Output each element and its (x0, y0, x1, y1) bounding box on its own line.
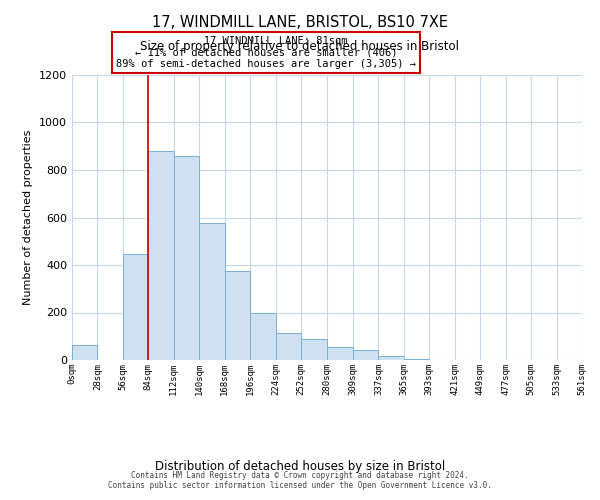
Text: Size of property relative to detached houses in Bristol: Size of property relative to detached ho… (140, 40, 460, 53)
Bar (301, 338, 326, 360)
Bar (275, 334, 301, 360)
Bar (199, 222, 225, 360)
Bar (404, 359, 429, 360)
Bar (72, 344, 97, 360)
Text: Contains HM Land Registry data © Crown copyright and database right 2024.
Contai: Contains HM Land Registry data © Crown c… (108, 470, 492, 490)
Bar (123, 254, 148, 360)
Text: Distribution of detached houses by size in Bristol: Distribution of detached houses by size … (155, 460, 445, 473)
Text: 17 WINDMILL LANE: 81sqm
← 11% of detached houses are smaller (406)
89% of semi-d: 17 WINDMILL LANE: 81sqm ← 11% of detache… (116, 36, 416, 70)
Bar (353, 350, 379, 360)
Bar (326, 347, 353, 360)
Bar (250, 312, 275, 360)
Bar (379, 356, 404, 360)
Text: 17, WINDMILL LANE, BRISTOL, BS10 7XE: 17, WINDMILL LANE, BRISTOL, BS10 7XE (152, 15, 448, 30)
Y-axis label: Number of detached properties: Number of detached properties (23, 130, 34, 305)
Bar (225, 271, 250, 360)
Bar (148, 151, 174, 360)
Bar (174, 156, 199, 360)
